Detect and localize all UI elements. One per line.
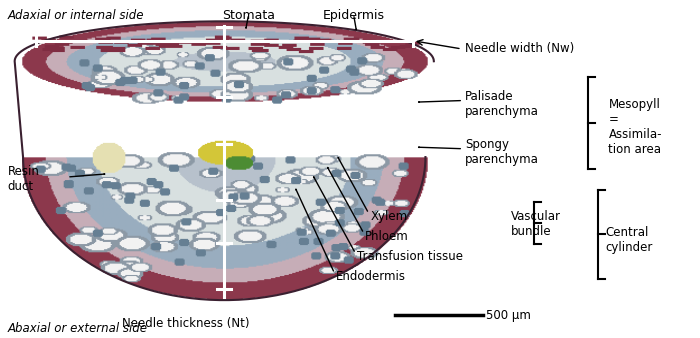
Text: Abaxial or external side: Abaxial or external side bbox=[8, 322, 148, 335]
Text: Palisade
parenchyma: Palisade parenchyma bbox=[466, 90, 539, 118]
Text: Stomata: Stomata bbox=[222, 9, 275, 22]
Text: Vascular
bundle: Vascular bundle bbox=[511, 210, 561, 238]
Text: Central
cylinder: Central cylinder bbox=[605, 226, 652, 254]
Text: Xylem: Xylem bbox=[371, 211, 408, 223]
Text: Adaxial or internal side: Adaxial or internal side bbox=[8, 9, 144, 22]
Text: Spongy
parenchyma: Spongy parenchyma bbox=[466, 138, 539, 166]
Text: Mesopyll
=
Assimila-
tion area: Mesopyll = Assimila- tion area bbox=[608, 98, 662, 156]
Text: 500 μm: 500 μm bbox=[486, 309, 531, 322]
Text: Resin
duct: Resin duct bbox=[8, 165, 40, 193]
Text: Phloem: Phloem bbox=[365, 231, 409, 243]
Text: Needle thickness (Nt): Needle thickness (Nt) bbox=[122, 317, 250, 330]
Text: Endodermis: Endodermis bbox=[336, 270, 406, 283]
Text: Needle width (Nw): Needle width (Nw) bbox=[466, 43, 575, 55]
Text: Epidermis: Epidermis bbox=[323, 9, 384, 22]
Text: Transfusion tissue: Transfusion tissue bbox=[357, 250, 463, 263]
